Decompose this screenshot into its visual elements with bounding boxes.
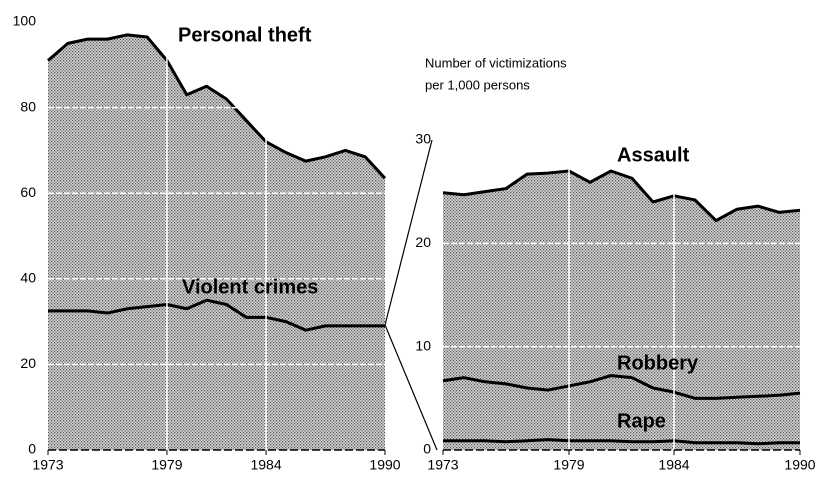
- series-label: Personal theft: [178, 24, 312, 46]
- y-tick-label: 100: [13, 13, 37, 29]
- x-tick-label: 1973: [427, 457, 458, 473]
- annotation: per 1,000 persons: [425, 77, 530, 92]
- y-tick-label: 0: [423, 441, 431, 457]
- area: [48, 300, 385, 450]
- y-tick-label: 80: [20, 98, 36, 114]
- x-tick-label: 1979: [151, 457, 182, 473]
- series-label: Rape: [617, 410, 666, 432]
- x-tick-label: 1990: [369, 457, 400, 473]
- line: [48, 298, 385, 332]
- y-tick-label: 20: [415, 234, 431, 250]
- x-tick-label: 1979: [553, 457, 584, 473]
- y-tick-label: 20: [20, 355, 36, 371]
- line: [442, 374, 801, 400]
- y-tick-label: 0: [28, 441, 36, 457]
- x-tick-label: 1973: [32, 457, 63, 473]
- x-tick-label: 1984: [250, 457, 281, 473]
- series-label: Violent crimes: [182, 276, 318, 298]
- connector: [384, 324, 438, 451]
- y-tick-label: 40: [20, 270, 36, 286]
- connector: [384, 139, 433, 326]
- series-label: Assault: [617, 144, 690, 166]
- annotation: Number of victimizations: [425, 55, 567, 70]
- x-tick-label: 1990: [784, 457, 815, 473]
- series-label: Robbery: [617, 352, 699, 374]
- area: [443, 375, 800, 450]
- area: [443, 171, 800, 450]
- line: [443, 438, 800, 446]
- y-tick-label: 30: [415, 131, 431, 147]
- y-tick-label: 60: [20, 184, 36, 200]
- x-tick-label: 1984: [658, 457, 689, 473]
- area: [443, 439, 800, 450]
- y-tick-label: 10: [415, 337, 431, 353]
- line: [442, 169, 801, 223]
- line: [47, 33, 387, 180]
